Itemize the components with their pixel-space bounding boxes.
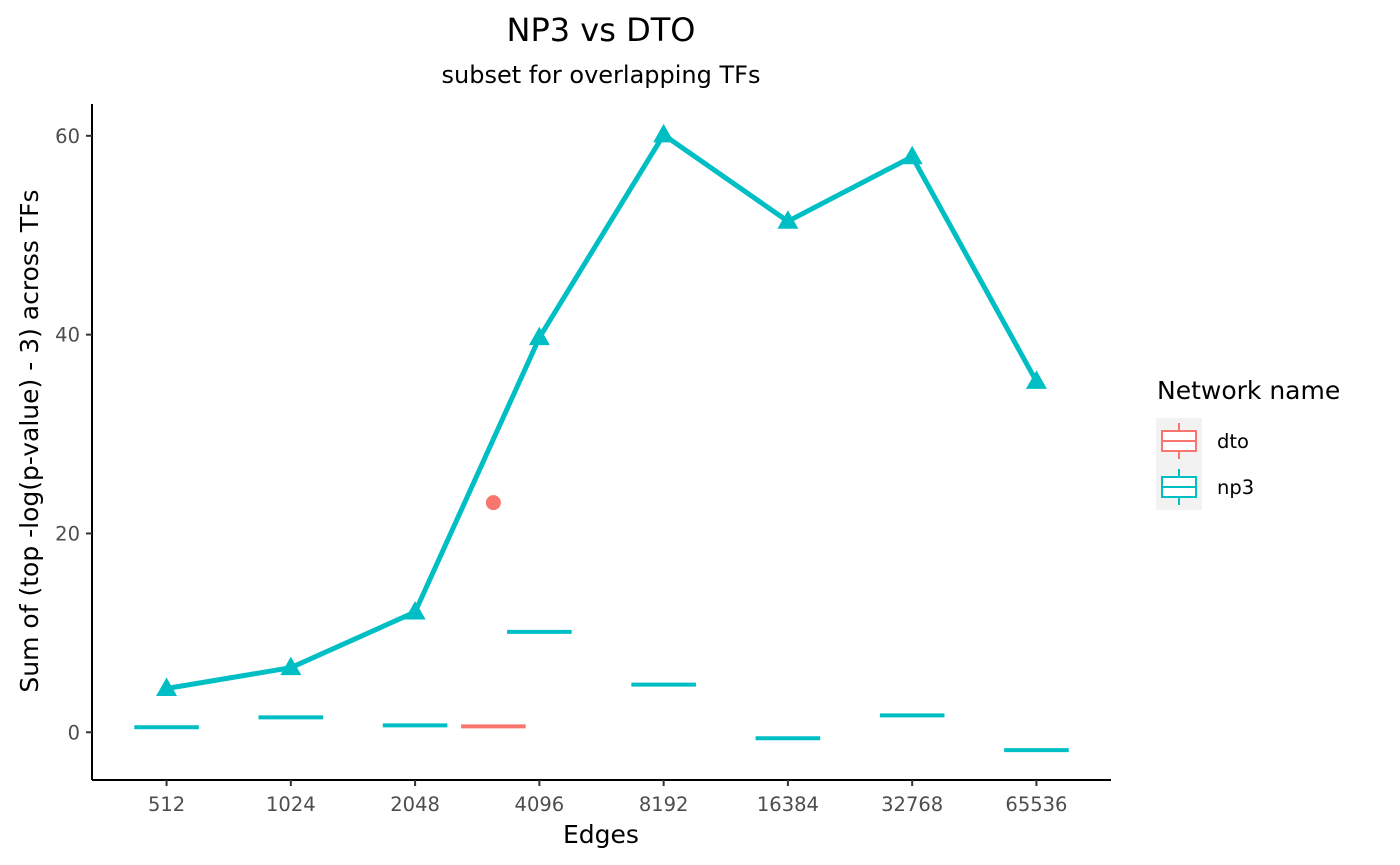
x-axis-ticks: 512 1024 2048 4096 8192 16384 32768 65536 [148,780,1067,816]
x-tick-label: 1024 [266,793,316,816]
outlier-point-dto [485,495,501,511]
legend-label-dto: dto [1217,430,1249,453]
series-line-np3 [166,132,1039,691]
x-tick-label: 8192 [639,793,689,816]
data-point-np3 [528,326,550,346]
y-tick-label: 40 [55,324,80,347]
legend: Network name dto np3 [1156,376,1340,510]
x-tick-label: 2048 [390,793,440,816]
y-tick-label: 20 [55,522,80,545]
y-tick-label: 60 [55,125,80,148]
data-point-np3 [280,656,302,676]
x-tick-label: 512 [148,793,185,816]
x-axis-title: Edges [563,820,639,849]
data-point-np3 [777,210,799,229]
legend-title: Network name [1157,376,1340,405]
chart-subtitle: subset for overlapping TFs [442,61,761,89]
chart-title: NP3 vs DTO [507,11,696,49]
x-tick-label: 65536 [1005,793,1067,816]
y-tick-label: 0 [68,721,80,744]
y-axis-ticks: 0 20 40 60 [55,125,92,744]
data-point-np3 [156,677,178,697]
data-point-np3 [1025,370,1047,389]
x-tick-label: 16384 [757,793,819,816]
plot-panel [134,123,1069,753]
y-axis-title: Sum of (top -log(p-value) - 3) across TF… [15,189,44,692]
data-point-np3 [404,600,426,620]
data-point-np3 [653,123,675,143]
x-tick-label: 32768 [881,793,943,816]
x-tick-label: 4096 [515,793,565,816]
legend-label-np3: np3 [1217,476,1254,499]
data-point-np3 [901,145,923,165]
